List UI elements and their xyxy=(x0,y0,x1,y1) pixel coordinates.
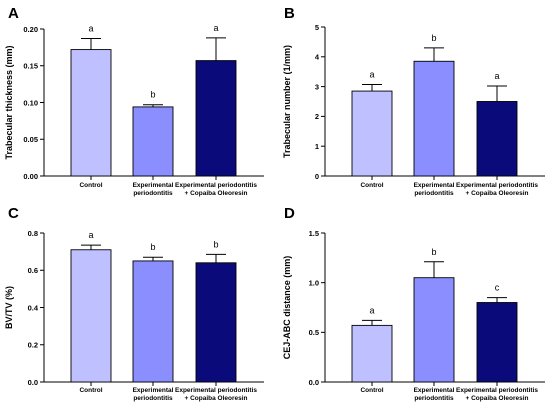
significance-letter: a xyxy=(88,230,93,240)
y-tick-label: 5 xyxy=(315,23,319,32)
panel-d: D CEJ-ABC distance (mm) 0.0 0.5 1.0 1.5 a Contr… xyxy=(282,205,545,402)
significance-letter: a xyxy=(88,24,93,34)
y-tick-label: 0.10 xyxy=(23,98,38,107)
significance-letter: a xyxy=(213,23,218,33)
bar-a-1 xyxy=(70,49,112,177)
category-label: Experimental periodontitis xyxy=(414,182,455,197)
significance-letter: b xyxy=(431,247,436,257)
category-label: Experimental periodontitis + Copaiba Oleo… xyxy=(456,182,538,197)
y-tick-label: 0.05 xyxy=(23,135,38,144)
y-axis-label: BV/TV (%) xyxy=(4,286,14,329)
y-tick-label: 1.5 xyxy=(309,229,319,238)
panel-label: B xyxy=(284,5,295,22)
bar-d-3 xyxy=(476,302,518,383)
panel-label: D xyxy=(284,205,295,222)
bar-b-3 xyxy=(476,101,518,177)
significance-letter: c xyxy=(495,283,500,293)
y-tick-label: 0.2 xyxy=(28,341,38,350)
bar-d-2 xyxy=(413,277,455,383)
y-tick-label: 1 xyxy=(315,142,319,151)
panel-a: A Trabecular thickness (mm) 0.00 0.05 0.10 0.… xyxy=(4,5,264,197)
bar-c-2 xyxy=(132,260,174,383)
panel-label: C xyxy=(8,205,19,222)
significance-letter: a xyxy=(494,71,499,81)
category-label: Control xyxy=(79,387,102,394)
y-tick-label: 0.00 xyxy=(23,172,38,181)
y-tick-label: 0.5 xyxy=(309,328,319,337)
y-tick-label: 0.0 xyxy=(309,378,319,387)
significance-letter: b xyxy=(431,33,436,43)
significance-letter: b xyxy=(213,239,218,249)
y-tick-label: 3 xyxy=(315,82,319,91)
category-label: Control xyxy=(79,182,102,189)
y-tick-label: 0.15 xyxy=(23,62,38,71)
y-tick-label: 0.20 xyxy=(23,25,38,34)
category-label: Control xyxy=(360,387,383,394)
category-label: Experimental periodontitis + Copaiba Oleo… xyxy=(456,387,538,402)
category-label: Experimental periodontitis xyxy=(414,387,455,402)
bar-c-1 xyxy=(70,249,112,383)
y-tick-label: 0.6 xyxy=(28,266,38,275)
panel-b: B Trabecular number (1/mm) 0 1 2 3 4 5 a Control b… xyxy=(282,5,545,197)
panel-label: A xyxy=(8,5,19,22)
significance-letter: b xyxy=(150,242,155,252)
panel-c: C BV/TV (%) 0.0 0.2 0.4 0.6 0.8 a Control b Experi… xyxy=(4,205,264,402)
bar-b-1 xyxy=(351,90,393,177)
y-tick-label: 2 xyxy=(315,112,319,121)
y-axis-label: Trabecular number (1/mm) xyxy=(282,45,292,158)
y-tick-label: 0.8 xyxy=(28,229,38,238)
category-label: Control xyxy=(360,182,383,189)
significance-letter: a xyxy=(369,70,374,80)
y-axis-label: CEJ-ABC distance (mm) xyxy=(282,256,292,360)
bar-b-2 xyxy=(413,60,455,177)
significance-letter: a xyxy=(369,305,374,315)
significance-letter: b xyxy=(150,90,155,100)
y-tick-label: 0 xyxy=(315,172,319,181)
y-tick-label: 4 xyxy=(315,53,320,62)
bar-a-2 xyxy=(132,106,174,177)
y-axis-label: Trabecular thickness (mm) xyxy=(4,45,14,159)
bar-d-1 xyxy=(351,324,393,383)
category-label: Experimental periodontitis + Copaiba Oleo… xyxy=(175,387,257,402)
category-label: Experimental periodontitis xyxy=(133,182,174,197)
bar-a-3 xyxy=(195,60,237,177)
bar-c-3 xyxy=(195,262,237,383)
category-label: Experimental periodontitis + Copaiba Oleo… xyxy=(175,182,257,197)
category-label: Experimental periodontitis xyxy=(133,387,174,402)
y-tick-label: 0.4 xyxy=(28,303,39,312)
y-tick-label: 1.0 xyxy=(309,278,319,287)
y-tick-label: 0.0 xyxy=(28,378,38,387)
